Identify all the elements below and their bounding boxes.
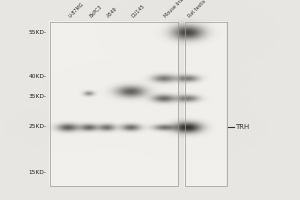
Bar xyxy=(184,22,226,186)
Text: 55KD-: 55KD- xyxy=(28,30,46,36)
Text: 25KD-: 25KD- xyxy=(28,124,46,130)
Bar xyxy=(184,22,226,186)
Text: U-87MG: U-87MG xyxy=(68,2,85,19)
Text: A549: A549 xyxy=(106,7,119,19)
Text: Rat testis: Rat testis xyxy=(188,0,207,19)
Bar xyxy=(50,22,178,186)
Text: BxPC3: BxPC3 xyxy=(88,4,103,19)
Text: DU145: DU145 xyxy=(130,4,146,19)
Text: 15KD-: 15KD- xyxy=(28,170,46,176)
Text: 40KD-: 40KD- xyxy=(28,74,46,79)
Text: 35KD-: 35KD- xyxy=(28,95,46,99)
Text: TRH: TRH xyxy=(236,124,250,130)
Bar xyxy=(50,22,178,186)
Text: Mouse brain: Mouse brain xyxy=(164,0,188,19)
